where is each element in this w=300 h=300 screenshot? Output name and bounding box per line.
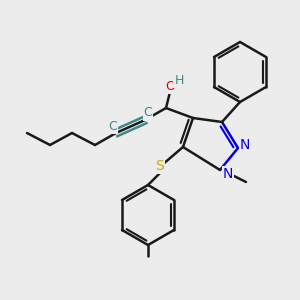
Text: C: C bbox=[109, 119, 117, 133]
Text: S: S bbox=[156, 159, 164, 173]
Text: C: C bbox=[144, 106, 152, 119]
Text: H: H bbox=[174, 74, 184, 86]
Text: N: N bbox=[240, 138, 250, 152]
Text: N: N bbox=[223, 167, 233, 181]
Text: O: O bbox=[165, 80, 175, 92]
